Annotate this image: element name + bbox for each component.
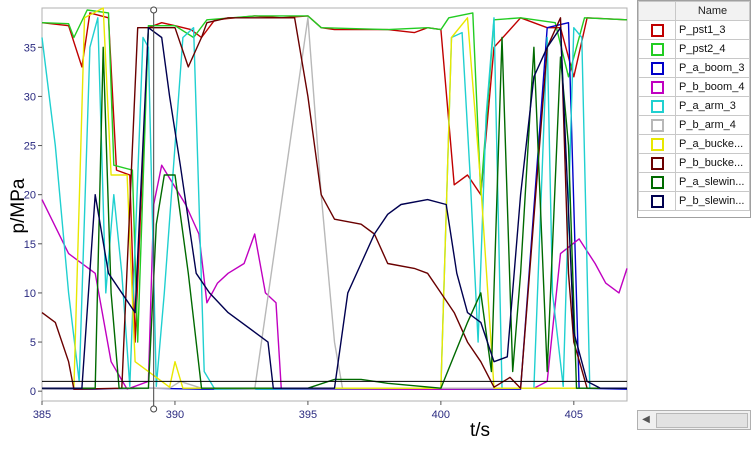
legend-row[interactable]: P_pst1_3 bbox=[638, 20, 750, 40]
legend-swatch-cell bbox=[638, 172, 676, 192]
legend-swatch-icon bbox=[650, 194, 664, 208]
y-tick-label: 10 bbox=[24, 288, 36, 300]
legend-swatch-cell bbox=[638, 58, 676, 78]
legend-header-name: Name bbox=[675, 1, 750, 21]
horizontal-scrollbar[interactable]: ◀ bbox=[637, 410, 751, 430]
legend-row[interactable]: P_a_bucke... bbox=[638, 134, 750, 154]
plot-area: 0 5 10 15 20 25 30 35 385 390 395 400 405 bbox=[24, 6, 628, 421]
y-tick-label: 0 bbox=[30, 386, 36, 398]
legend-swatch-icon bbox=[650, 175, 664, 189]
legend-row[interactable]: P_b_slewin... bbox=[638, 191, 750, 211]
x-tick-label: 385 bbox=[33, 409, 51, 421]
legend-row[interactable]: P_a_arm_3 bbox=[638, 96, 750, 116]
legend-body: P_pst1_3 P_pst2_4 P_a_boom_3 P_b_boom_4 P_a_… bbox=[638, 20, 750, 211]
legend-swatch-cell bbox=[638, 115, 676, 135]
legend-series-name: P_a_arm_3 bbox=[675, 96, 750, 116]
y-axis-label-wrap: p/MPa bbox=[4, 150, 34, 270]
legend-swatch-icon bbox=[650, 118, 664, 132]
x-tick-label: 390 bbox=[166, 409, 184, 421]
legend-swatch-cell bbox=[638, 153, 676, 173]
cursor-handle-top bbox=[150, 6, 158, 14]
legend-swatch-cell bbox=[638, 39, 676, 59]
series-line-4 bbox=[41, 164, 628, 390]
series-line-8 bbox=[41, 17, 627, 390]
y-tick-label: 5 bbox=[30, 337, 36, 349]
x-tick-label: 395 bbox=[299, 409, 317, 421]
legend-swatch-icon bbox=[650, 99, 664, 113]
x-tick-label: 405 bbox=[565, 409, 583, 421]
legend-header-row: Name bbox=[638, 1, 750, 21]
series-line-7 bbox=[42, 7, 627, 389]
legend-swatch-cell bbox=[638, 134, 676, 154]
legend-swatch-cell bbox=[638, 77, 676, 97]
legend-series-name: P_b_arm_4 bbox=[675, 115, 750, 135]
y-tick-label: 25 bbox=[24, 141, 36, 153]
x-axis-label: t/s bbox=[470, 420, 491, 441]
chart-canvas: 0 5 10 15 20 25 30 35 385 390 395 400 405 bbox=[24, 6, 628, 421]
legend-swatch-icon bbox=[650, 137, 664, 151]
legend-table: Name P_pst1_3 P_pst2_4 P_a_boom_3 P_b_boom_… bbox=[637, 0, 751, 218]
y-tick-label: 30 bbox=[24, 91, 36, 103]
x-tick-label: 400 bbox=[432, 409, 450, 421]
legend-series-name: P_a_bucke... bbox=[675, 134, 750, 154]
legend-swatch-icon bbox=[650, 156, 664, 170]
legend-swatch-cell bbox=[638, 20, 676, 40]
legend-row[interactable]: P_a_slewin... bbox=[638, 172, 750, 192]
series-line-10 bbox=[42, 27, 627, 389]
legend-header-swatch-cell bbox=[638, 1, 676, 21]
y-tick-label: 15 bbox=[24, 239, 36, 251]
legend-swatch-cell bbox=[638, 191, 676, 211]
legend-row[interactable]: P_b_bucke... bbox=[638, 153, 750, 173]
legend-row[interactable]: P_b_boom_4 bbox=[638, 77, 750, 97]
legend-series-name: P_b_slewin... bbox=[675, 191, 750, 211]
legend-swatch-cell bbox=[638, 96, 676, 116]
legend-series-name: P_a_boom_3 bbox=[675, 58, 750, 78]
legend-series-name: P_b_boom_4 bbox=[675, 77, 750, 97]
legend-row[interactable]: P_pst2_4 bbox=[638, 39, 750, 59]
series-line-5 bbox=[41, 17, 627, 390]
scroll-left-arrow-icon[interactable]: ◀ bbox=[642, 414, 650, 425]
scrollbar-thumb[interactable] bbox=[656, 413, 748, 428]
legend-series-name: P_pst2_4 bbox=[675, 39, 750, 59]
legend-series-name: P_pst1_3 bbox=[675, 20, 750, 40]
y-tick-label: 35 bbox=[24, 42, 36, 54]
y-axis-label: p/MPa bbox=[8, 178, 29, 234]
legend-swatch-icon bbox=[650, 61, 664, 75]
legend-series-name: P_b_bucke... bbox=[675, 153, 750, 173]
cursor-handle-bottom bbox=[150, 405, 158, 413]
y-tick-label: 20 bbox=[24, 190, 36, 202]
legend-swatch-icon bbox=[650, 42, 664, 56]
legend-row[interactable]: P_b_arm_4 bbox=[638, 115, 750, 135]
legend-series-name: P_a_slewin... bbox=[675, 172, 750, 192]
legend-swatch-icon bbox=[650, 23, 664, 37]
series-line-2 bbox=[41, 9, 628, 343]
legend-swatch-icon bbox=[650, 80, 664, 94]
legend-row[interactable]: P_a_boom_3 bbox=[638, 58, 750, 78]
